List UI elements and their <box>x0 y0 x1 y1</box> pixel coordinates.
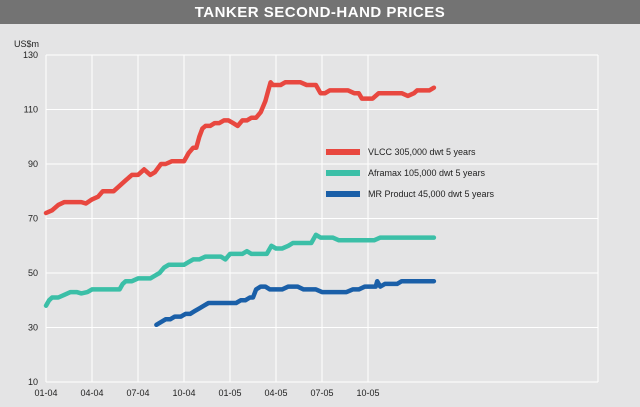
y-tick-label: 70 <box>28 214 38 224</box>
x-tick-label: 04-05 <box>264 388 287 398</box>
series-line-2 <box>154 278 437 328</box>
y-tick-label: 10 <box>28 377 38 387</box>
legend-label: MR Product 45,000 dwt 5 years <box>368 189 495 199</box>
chart-title-bar: TANKER SECOND-HAND PRICES <box>0 0 640 24</box>
series-lines <box>43 80 437 328</box>
x-tick-label: 04-04 <box>80 388 103 398</box>
y-tick-label: 130 <box>23 50 38 60</box>
x-tick-label: 01-05 <box>218 388 241 398</box>
x-tick-label: 10-05 <box>356 388 379 398</box>
axes: 10 30 50 70 90 110 130 01-04 04-04 07-04 10-04 01-0… <box>23 50 380 398</box>
legend-label: VLCC 305,000 dwt 5 years <box>368 147 476 157</box>
y-tick-label: 30 <box>28 323 38 333</box>
series-line-0 <box>43 80 437 216</box>
grid-lines <box>45 54 599 383</box>
series-line-1 <box>43 232 437 308</box>
y-tick-label: 110 <box>24 105 38 115</box>
x-tick-label: 07-04 <box>126 388 149 398</box>
chart-title: TANKER SECOND-HAND PRICES <box>194 3 446 21</box>
y-axis-unit-label: US$m <box>14 39 40 49</box>
y-tick-label: 50 <box>28 268 38 278</box>
x-tick-label: 07-05 <box>310 388 333 398</box>
y-tick-label: 90 <box>28 159 38 169</box>
x-tick-label: 10-04 <box>172 388 195 398</box>
x-tick-label: 01-04 <box>34 388 57 398</box>
legend: VLCC 305,000 dwt 5 years Aframax 105,000 … <box>326 147 495 199</box>
legend-label: Aframax 105,000 dwt 5 years <box>368 168 486 178</box>
